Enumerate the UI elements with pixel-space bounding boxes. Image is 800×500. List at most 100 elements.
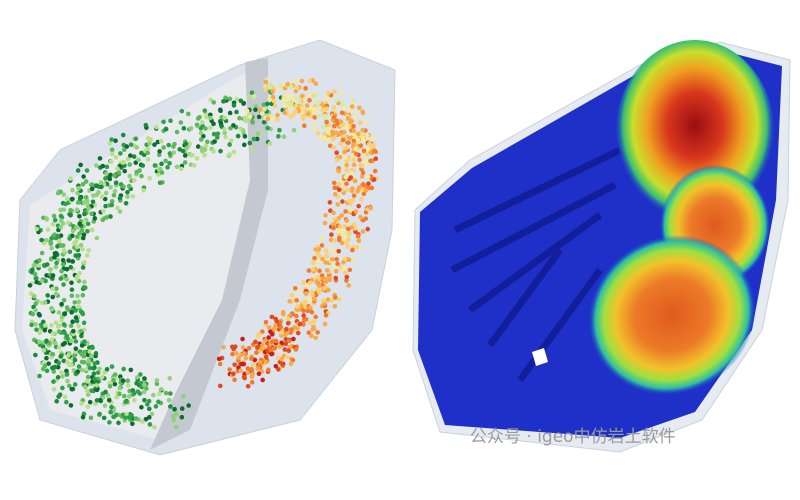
point bbox=[352, 226, 358, 231]
point bbox=[253, 103, 259, 109]
point bbox=[337, 154, 343, 160]
point bbox=[302, 97, 307, 102]
point bbox=[81, 200, 87, 205]
point bbox=[261, 102, 267, 107]
point bbox=[222, 130, 228, 136]
point bbox=[59, 318, 64, 323]
point bbox=[276, 367, 281, 372]
point bbox=[72, 382, 78, 387]
point bbox=[158, 166, 163, 172]
point bbox=[295, 325, 300, 331]
point bbox=[365, 147, 371, 152]
point bbox=[278, 324, 284, 330]
point bbox=[39, 250, 45, 256]
point bbox=[340, 260, 346, 265]
point bbox=[94, 383, 100, 388]
point bbox=[365, 174, 371, 180]
point bbox=[60, 262, 66, 267]
point bbox=[263, 319, 269, 325]
point bbox=[163, 158, 168, 164]
point bbox=[34, 275, 39, 281]
point bbox=[313, 335, 318, 341]
point bbox=[353, 151, 359, 157]
point bbox=[353, 209, 359, 214]
point bbox=[270, 89, 275, 94]
point bbox=[324, 106, 329, 112]
point bbox=[69, 196, 75, 202]
point bbox=[203, 143, 209, 149]
point bbox=[333, 275, 339, 281]
point bbox=[87, 349, 92, 354]
point bbox=[84, 379, 90, 384]
point bbox=[69, 287, 75, 292]
point bbox=[249, 367, 254, 372]
point bbox=[334, 157, 340, 163]
point bbox=[355, 188, 361, 194]
point bbox=[30, 311, 36, 317]
point bbox=[281, 134, 287, 139]
point bbox=[288, 114, 294, 119]
point bbox=[229, 344, 235, 350]
point bbox=[64, 266, 70, 272]
point bbox=[52, 251, 58, 256]
point bbox=[126, 415, 132, 420]
point bbox=[270, 94, 276, 100]
point bbox=[158, 139, 164, 144]
point bbox=[325, 297, 331, 302]
point bbox=[43, 278, 48, 284]
point bbox=[364, 133, 370, 138]
point bbox=[347, 267, 353, 273]
point bbox=[99, 374, 105, 380]
point bbox=[290, 311, 295, 316]
point bbox=[265, 101, 270, 107]
point bbox=[282, 347, 288, 352]
point bbox=[309, 333, 314, 339]
point bbox=[372, 168, 378, 174]
point bbox=[30, 267, 35, 273]
point bbox=[133, 416, 139, 421]
point bbox=[94, 398, 100, 403]
point bbox=[174, 412, 179, 417]
point bbox=[238, 98, 244, 104]
point bbox=[54, 286, 59, 292]
point bbox=[77, 213, 82, 219]
point bbox=[69, 386, 75, 392]
point bbox=[347, 198, 352, 204]
point bbox=[161, 145, 166, 150]
point bbox=[100, 217, 106, 223]
point bbox=[64, 399, 69, 405]
point bbox=[336, 228, 341, 234]
point bbox=[250, 371, 256, 377]
point bbox=[269, 339, 275, 345]
point bbox=[113, 155, 119, 160]
point bbox=[106, 397, 112, 403]
point bbox=[80, 311, 86, 317]
point bbox=[231, 103, 237, 108]
point bbox=[179, 406, 185, 411]
point bbox=[337, 131, 343, 137]
point bbox=[61, 207, 67, 213]
point bbox=[88, 415, 94, 421]
point bbox=[139, 150, 144, 156]
point bbox=[315, 330, 320, 335]
point bbox=[72, 300, 78, 305]
point bbox=[242, 351, 247, 356]
point bbox=[112, 381, 118, 387]
point bbox=[103, 190, 109, 196]
point bbox=[294, 298, 299, 303]
point bbox=[288, 361, 294, 367]
point bbox=[335, 202, 341, 207]
point bbox=[125, 378, 131, 383]
point bbox=[147, 422, 153, 427]
point bbox=[67, 383, 72, 389]
point bbox=[134, 381, 139, 386]
point bbox=[319, 235, 324, 241]
point bbox=[181, 126, 187, 131]
hole bbox=[532, 348, 548, 366]
point bbox=[309, 309, 315, 315]
point bbox=[109, 202, 115, 208]
point bbox=[325, 254, 330, 259]
point bbox=[104, 164, 110, 170]
point bbox=[324, 268, 330, 273]
